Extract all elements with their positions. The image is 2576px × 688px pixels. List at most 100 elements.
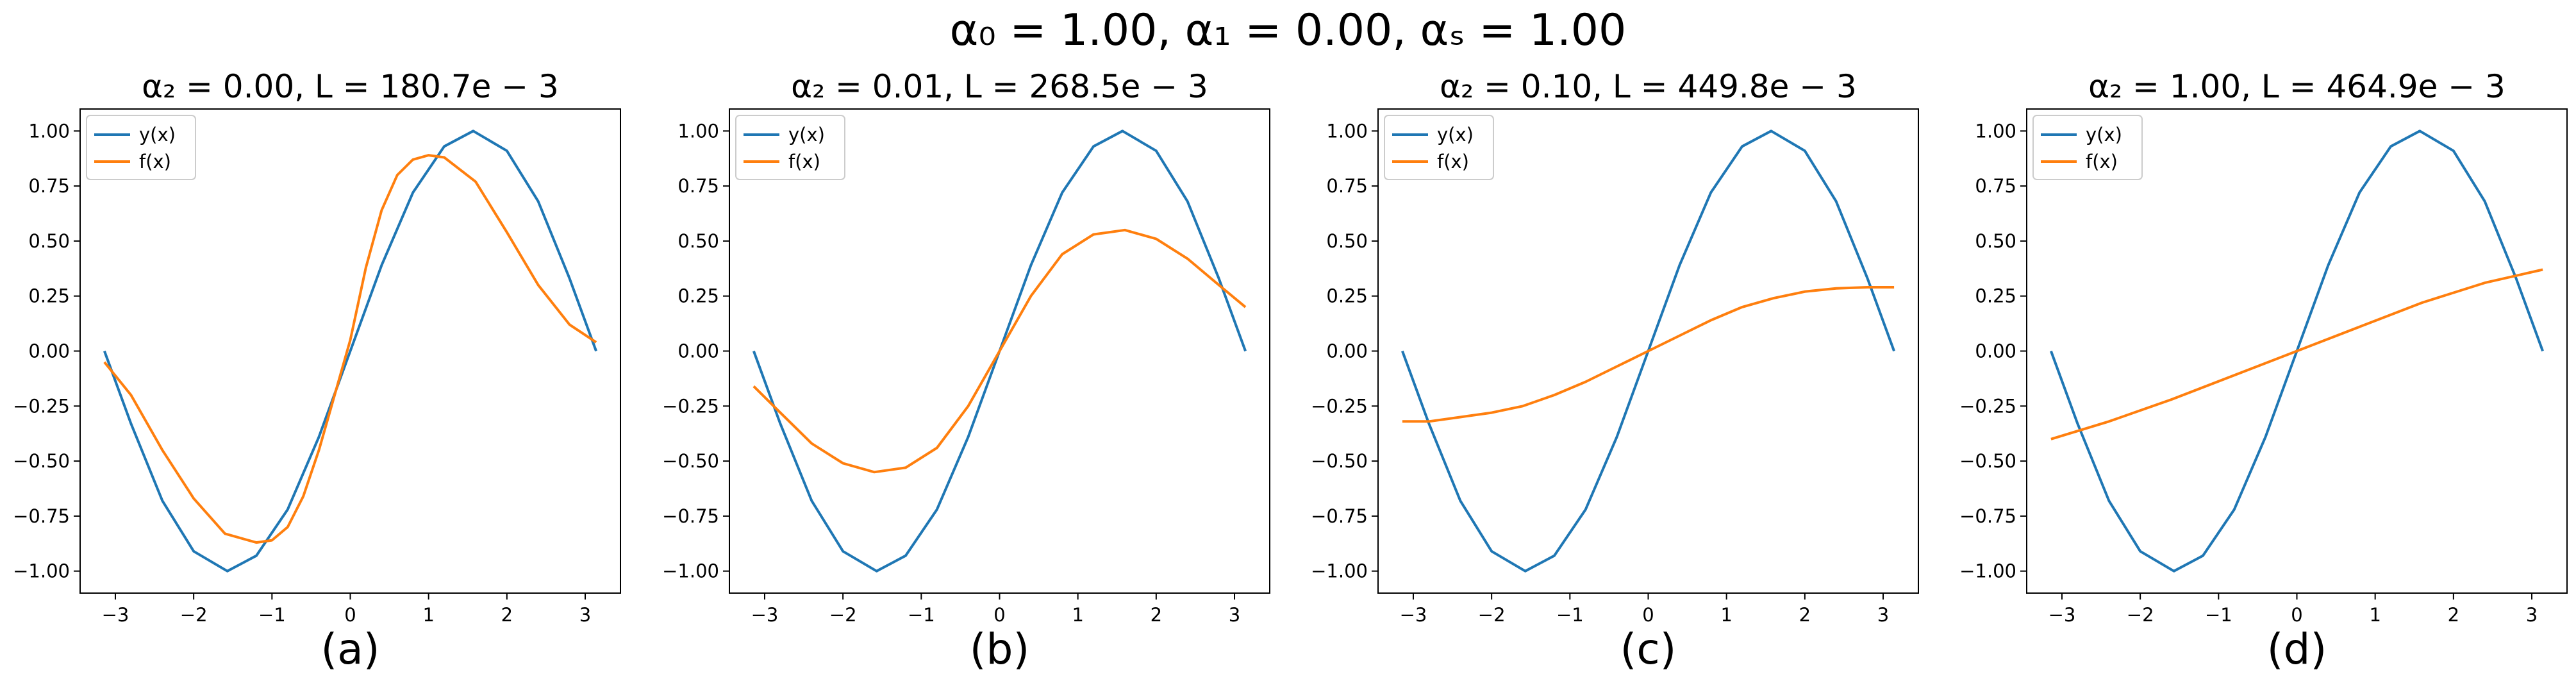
y-tick-label: 0.25 <box>28 285 70 307</box>
legend-entry: y(x) <box>2086 124 2122 146</box>
y-tick-label: 1.00 <box>28 120 70 142</box>
x-tick-label: −1 <box>1556 604 1584 626</box>
y-tick-label: 0.75 <box>1326 175 1368 197</box>
panel-3: α₂ = 0.10, L = 449.8e − 3 −3 −2 −1 0 1 2 3 −1.00… <box>1311 68 1919 674</box>
x-tick-label: −2 <box>829 604 857 626</box>
y-tick-label: −0.25 <box>13 395 70 417</box>
axes-frame <box>729 108 1270 594</box>
panel-label: (a) <box>321 625 380 674</box>
legend-entry: y(x) <box>788 124 825 146</box>
x-tick-label: 0 <box>1642 604 1654 626</box>
y-tick-label: 0.75 <box>1975 175 2016 197</box>
x-tick-label: 2 <box>1799 604 1811 626</box>
legend-entry: y(x) <box>1437 124 1474 146</box>
series-line <box>103 130 597 573</box>
panel-label: (d) <box>2267 625 2327 674</box>
y-tick-label: −0.25 <box>1959 395 2016 417</box>
y-tick-label: 0.75 <box>28 175 70 197</box>
x-tick-label: −1 <box>2205 604 2232 626</box>
series-line <box>752 228 1247 474</box>
y-tick-label: 0.50 <box>677 230 719 252</box>
legend-entry: f(x) <box>788 151 820 172</box>
y-tick-label: 0.00 <box>1326 340 1368 362</box>
y-tick-label: −1.00 <box>662 560 719 582</box>
legend-box <box>1384 115 1494 180</box>
x-tick-label: −2 <box>2127 604 2154 626</box>
x-tick-label: 2 <box>1151 604 1162 626</box>
axes-frame <box>1377 108 1919 594</box>
y-tick-label: 0.50 <box>1326 230 1368 252</box>
axes-frame <box>2026 108 2568 594</box>
y-tick-label: −0.75 <box>1959 505 2016 527</box>
panel-1: α₂ = 0.00, L = 180.7e − 3 −3 −2 −1 0 1 2 3 −1.00… <box>13 68 621 674</box>
legend-box <box>735 115 845 180</box>
y-tick-label: −0.75 <box>1311 505 1368 527</box>
y-tick-label: −1.00 <box>1959 560 2016 582</box>
x-tick-label: 1 <box>1720 604 1732 626</box>
y-tick-label: −0.75 <box>662 505 719 527</box>
x-tick-label: 3 <box>1877 604 1889 626</box>
legend-box <box>86 115 196 180</box>
x-tick-label: −1 <box>908 604 935 626</box>
y-tick-label: −0.50 <box>13 450 70 472</box>
legend-entry: f(x) <box>1437 151 1469 172</box>
x-tick-label: 0 <box>2291 604 2302 626</box>
x-tick-label: 1 <box>2369 604 2381 626</box>
x-tick-label: 1 <box>1072 604 1083 626</box>
y-tick-label: 0.00 <box>1975 340 2016 362</box>
x-tick-label: −1 <box>258 604 286 626</box>
y-tick-label: −1.00 <box>1311 560 1368 582</box>
panel-title: α₂ = 0.01, L = 268.5e − 3 <box>791 68 1208 105</box>
legend-entry: y(x) <box>139 124 176 146</box>
x-tick-label: −3 <box>102 604 129 626</box>
x-tick-label: −2 <box>180 604 208 626</box>
y-tick-label: 1.00 <box>1326 120 1368 142</box>
y-tick-label: −0.75 <box>13 505 70 527</box>
y-tick-label: 0.25 <box>1326 285 1368 307</box>
y-tick-label: 1.00 <box>1975 120 2016 142</box>
y-tick-label: 0.75 <box>677 175 719 197</box>
y-tick-label: −0.25 <box>1311 395 1368 417</box>
panel-label: (c) <box>1620 625 1677 674</box>
y-tick-label: 0.25 <box>1975 285 2016 307</box>
legend-entry: f(x) <box>139 151 171 172</box>
y-tick-label: 1.00 <box>677 120 719 142</box>
x-tick-label: 3 <box>1229 604 1240 626</box>
panel-4: α₂ = 1.00, L = 464.9e − 3 −3 −2 −1 0 1 2 3 −1.00… <box>1959 68 2568 674</box>
y-tick-label: 0.50 <box>28 230 70 252</box>
y-tick-label: −0.50 <box>662 450 719 472</box>
series-line <box>2050 268 2543 440</box>
y-tick-label: 0.25 <box>677 285 719 307</box>
panel-title: α₂ = 0.10, L = 449.8e − 3 <box>1440 68 1857 105</box>
figure-suptitle: α₀ = 1.00, α₁ = 0.00, αₛ = 1.00 <box>949 5 1627 56</box>
x-tick-label: −2 <box>1478 604 1506 626</box>
y-tick-label: 0.50 <box>1975 230 2016 252</box>
x-tick-label: 1 <box>422 604 434 626</box>
x-tick-label: −3 <box>1400 604 1427 626</box>
x-tick-label: 0 <box>993 604 1005 626</box>
x-tick-label: 3 <box>579 604 591 626</box>
x-tick-label: 3 <box>2526 604 2538 626</box>
y-tick-label: 0.00 <box>677 340 719 362</box>
panel-label: (b) <box>970 625 1029 674</box>
x-tick-label: 2 <box>2448 604 2459 626</box>
axes-frame <box>79 108 621 594</box>
panel-title: α₂ = 0.00, L = 180.7e − 3 <box>142 68 559 105</box>
x-tick-label: −3 <box>2048 604 2076 626</box>
panel-2: α₂ = 0.01, L = 268.5e − 3 −3 −2 −1 0 1 2 3 −1.00… <box>662 68 1270 674</box>
legend-box <box>2032 115 2143 180</box>
x-tick-label: 0 <box>344 604 356 626</box>
y-tick-label: 0.00 <box>28 340 70 362</box>
y-tick-label: −0.50 <box>1311 450 1368 472</box>
series-line <box>103 154 597 544</box>
y-tick-label: −1.00 <box>13 560 70 582</box>
y-tick-label: −0.50 <box>1959 450 2016 472</box>
series-line <box>1402 286 1895 423</box>
x-tick-label: 2 <box>501 604 513 626</box>
y-tick-label: −0.25 <box>662 395 719 417</box>
x-tick-label: −3 <box>751 604 779 626</box>
legend-entry: f(x) <box>2086 151 2118 172</box>
panel-title: α₂ = 1.00, L = 464.9e − 3 <box>2088 68 2505 105</box>
